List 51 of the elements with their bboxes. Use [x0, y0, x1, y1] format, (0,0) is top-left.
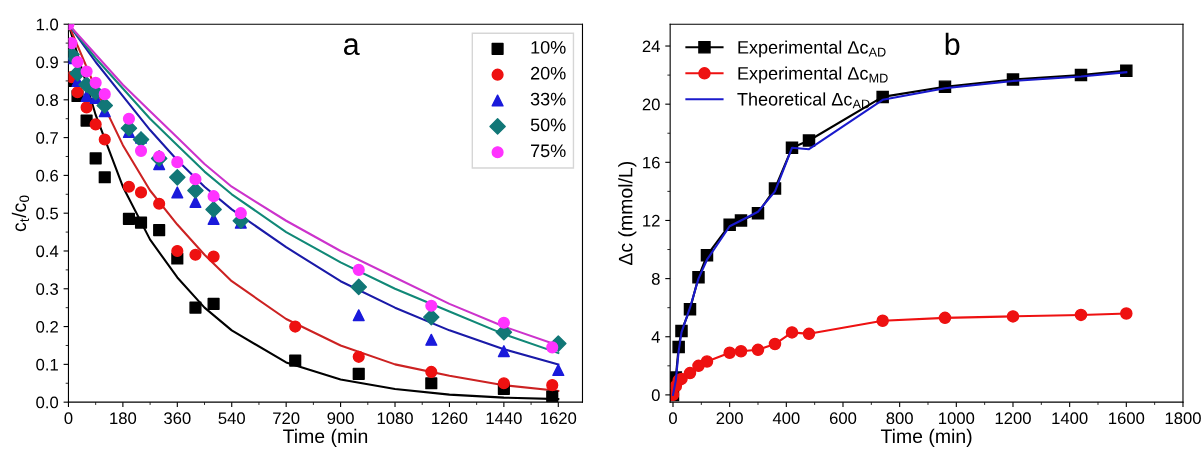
- y-tick-label: 0.2: [36, 320, 58, 333]
- x-tick-label: 1600: [1109, 412, 1145, 425]
- x-tick-label: 1260: [432, 412, 468, 425]
- annotation: a: [343, 38, 360, 56]
- x-tick-label: 1620: [541, 412, 577, 425]
- legend-label: 10%: [531, 40, 566, 54]
- y-tick-label: 1.0: [36, 18, 59, 31]
- legend-label: 75%: [531, 144, 566, 158]
- y-tick-label: 0.3: [36, 283, 58, 295]
- y-tick-label: 0.6: [36, 169, 58, 182]
- legend-label: 50%: [530, 118, 566, 132]
- x-tick-label: 720: [273, 412, 300, 425]
- y-tick-label: 12: [643, 214, 660, 227]
- y-axis-title: c$_{t}$/c$_{0}$: [11, 195, 30, 232]
- x-tick-label: 540: [218, 412, 245, 425]
- y-tick-label: 24: [642, 40, 660, 53]
- x-tick-label: 600: [829, 412, 857, 425]
- annotation: b: [945, 32, 960, 56]
- legend-label: 20%: [531, 66, 566, 80]
- x-axis-title: Time (min): [880, 428, 972, 447]
- x-tick-label: 1080: [377, 412, 413, 425]
- y-tick-label: 0.8: [36, 94, 59, 107]
- y-tick-label: 0.7: [36, 132, 58, 144]
- x-tick-label: 180: [110, 412, 137, 425]
- y-tick-label: 0.0: [36, 396, 59, 409]
- x-tick-label: 1000: [939, 412, 975, 425]
- y-axis-title: Δc (mmol/L): [618, 161, 637, 266]
- y-tick-label: 4: [651, 331, 660, 343]
- x-tick-label: 1200: [995, 412, 1031, 425]
- y-tick-label: 16: [643, 156, 660, 169]
- x-tick-label: 200: [716, 412, 743, 425]
- legend-label: 33%: [530, 92, 566, 106]
- legend-label: Experimental Δc$_{MD}$: [738, 66, 888, 84]
- x-tick-label: 360: [164, 412, 191, 425]
- y-tick-label: 8: [651, 273, 660, 285]
- y-tick-label: 0.4: [36, 245, 59, 258]
- y-tick-label: 0: [651, 389, 660, 402]
- x-tick-label: 1440: [486, 412, 522, 425]
- x-tick-label: 0: [669, 412, 677, 425]
- y-tick-label: 20: [642, 98, 660, 111]
- x-tick-label: 900: [327, 412, 354, 425]
- legend-label: Experimental Δc$_{AD}$: [738, 40, 886, 58]
- x-axis-title: Time (min: [283, 428, 368, 447]
- x-tick-label: 1400: [1052, 412, 1088, 425]
- y-tick-label: 0.9: [36, 56, 58, 69]
- x-tick-label: 400: [772, 412, 800, 425]
- y-tick-label: 0.1: [36, 358, 58, 371]
- x-tick-label: 0: [64, 412, 73, 425]
- x-tick-label: 1800: [1165, 412, 1201, 425]
- y-tick-label: 0.5: [36, 207, 59, 220]
- x-tick-label: 800: [886, 412, 913, 425]
